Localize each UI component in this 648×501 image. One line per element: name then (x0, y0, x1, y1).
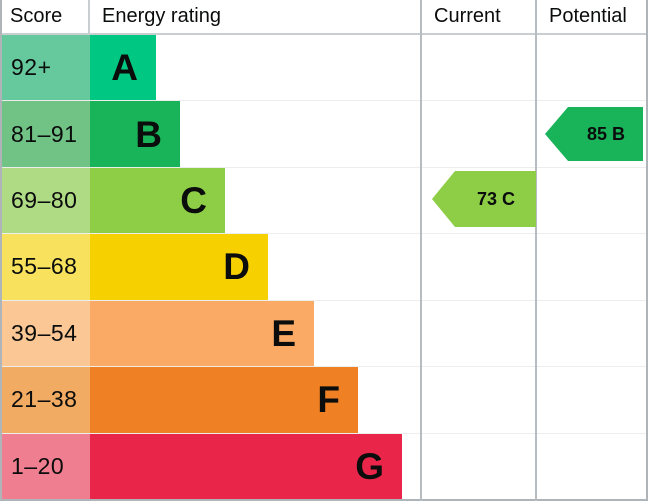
score-range: 69–80 (11, 187, 78, 214)
rating-bar: B (90, 101, 180, 167)
chart-header: Score Energy rating Current Potential (2, 0, 646, 35)
band-row-d: 55–68 D (2, 234, 646, 301)
rating-bar: G (90, 433, 402, 499)
score-cell: 81–91 (2, 101, 90, 167)
current-marker-label: 73 C (476, 188, 516, 209)
header-energy-rating: Energy rating (102, 5, 221, 27)
divider-current-column (420, 0, 422, 501)
score-range: 55–68 (11, 253, 78, 280)
score-range: 1–20 (11, 452, 65, 479)
current-marker: 73 C (432, 171, 536, 227)
band-row-b: 81–91 B (2, 101, 646, 168)
rating-letter: C (180, 180, 207, 222)
score-cell: 92+ (2, 35, 90, 101)
rating-letter: F (317, 379, 340, 421)
potential-marker: 85 B (545, 107, 643, 161)
rating-letter: D (223, 246, 250, 288)
divider-potential-column (535, 0, 537, 501)
band-rows: 92+ A 81–91 B 69–80 C 55–68 D 39–54 E 21… (2, 35, 646, 499)
rating-bar: D (90, 234, 268, 300)
score-cell: 39–54 (2, 300, 90, 367)
band-row-g: 1–20 G (2, 433, 646, 499)
band-row-e: 39–54 E (2, 300, 646, 368)
divider-score-column (88, 0, 90, 34)
band-row-f: 21–38 F (2, 367, 646, 434)
score-range: 81–91 (11, 120, 78, 147)
rating-bar: A (90, 35, 156, 101)
rating-bar: E (90, 300, 314, 367)
band-row-c: 69–80 C (2, 167, 646, 235)
header-current: Current (434, 5, 501, 27)
score-cell: 1–20 (2, 433, 90, 499)
header-potential: Potential (549, 5, 627, 27)
rating-letter: B (135, 113, 162, 155)
rating-letter: G (355, 445, 384, 487)
score-range: 21–38 (11, 386, 78, 413)
rating-bar: C (90, 167, 225, 234)
score-range: 92+ (11, 54, 52, 81)
potential-marker-label: 85 B (586, 123, 626, 144)
rating-bar: F (90, 367, 358, 433)
score-range: 39–54 (11, 319, 78, 346)
header-score: Score (10, 5, 63, 27)
rating-letter: A (111, 47, 138, 89)
rating-letter: E (271, 312, 296, 354)
score-cell: 55–68 (2, 234, 90, 300)
score-cell: 69–80 (2, 167, 90, 234)
band-row-a: 92+ A (2, 35, 646, 102)
score-cell: 21–38 (2, 367, 90, 433)
